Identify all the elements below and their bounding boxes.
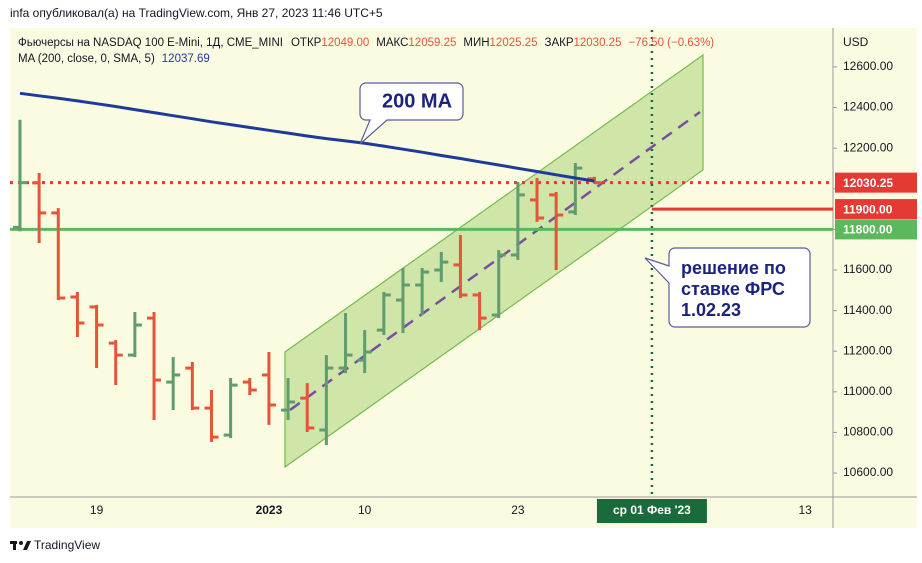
legend: Фьючерсы на NASDAQ 100 E-Mini, 1Д, CME_M… <box>18 37 714 65</box>
channel <box>284 53 704 469</box>
price-label: 11900.00 <box>843 202 893 216</box>
legend-value: 12025.25 <box>490 37 538 49</box>
x-tick-label: 23 <box>511 503 525 517</box>
price-label-bg <box>835 219 917 240</box>
legend-ma-name: MA (200, close, 0, SMA, 5) <box>18 53 155 65</box>
legend-label: МАКС <box>376 37 408 49</box>
legend-value: 12030.25 <box>574 37 622 49</box>
legend-value: 12059.25 <box>408 37 456 49</box>
legend-row: MA (200, close, 0, SMA, 5) 12037.69 <box>18 53 210 65</box>
logo-part <box>19 541 23 545</box>
legend-row: Фьючерсы на NASDAQ 100 E-Mini, 1Д, CME_M… <box>18 37 714 49</box>
logo-part <box>23 541 31 550</box>
y-tick-label: 10600.00 <box>843 465 893 479</box>
callout-text: решение по <box>681 258 786 278</box>
legend-change: −76.50 (−0.63%) <box>628 37 714 49</box>
callout-box <box>359 82 464 145</box>
legend-value: 12049.00 <box>321 37 369 49</box>
y-tick-label: 11600.00 <box>843 262 892 276</box>
legend-label: ЗАКР <box>545 37 574 49</box>
y-tick-label: 10800.00 <box>843 425 893 439</box>
publish-info: infa опубликовал(а) на TradingView.com, … <box>10 6 383 20</box>
price-label-bg <box>835 172 917 193</box>
callout-text: 1.02.23 <box>681 300 741 320</box>
callout-text: 200 MA <box>382 90 452 112</box>
footer-brand: TradingView <box>34 538 100 552</box>
callout-box <box>644 247 811 328</box>
currency-label: USD <box>843 35 869 49</box>
logo-part <box>13 541 16 550</box>
y-tick-label: 11200.00 <box>843 343 892 357</box>
legend-label: ОТКР <box>291 37 322 49</box>
legend-label: МИН <box>463 37 489 49</box>
price-label: 12030.25 <box>843 176 893 190</box>
x-tick-label: 10 <box>358 503 372 517</box>
y-tick-label: 12200.00 <box>843 140 893 154</box>
x-tick-label: 13 <box>798 503 812 517</box>
legend-ma-value: 12037.69 <box>162 53 210 65</box>
crosshair-label: ср 01 Фев '23 <box>613 503 691 517</box>
plot <box>10 30 833 497</box>
price-label-bg <box>835 199 917 220</box>
moving-average <box>19 91 595 183</box>
y-tick-label: 11000.00 <box>843 384 892 398</box>
x-tick-label: 19 <box>90 503 104 517</box>
x-tick-label: 2023 <box>256 503 283 517</box>
y-tick-label: 12600.00 <box>843 59 893 73</box>
legend-title: Фьючерсы на NASDAQ 100 E-Mini, 1Д, CME_M… <box>18 37 283 49</box>
callout-text: ставке ФРС <box>681 279 785 299</box>
crosshair-label-bg <box>596 499 707 523</box>
logo <box>10 541 31 550</box>
y-tick-label: 11400.00 <box>843 303 892 317</box>
y-tick-label: 12400.00 <box>843 100 893 114</box>
price-label: 11800.00 <box>843 223 893 237</box>
